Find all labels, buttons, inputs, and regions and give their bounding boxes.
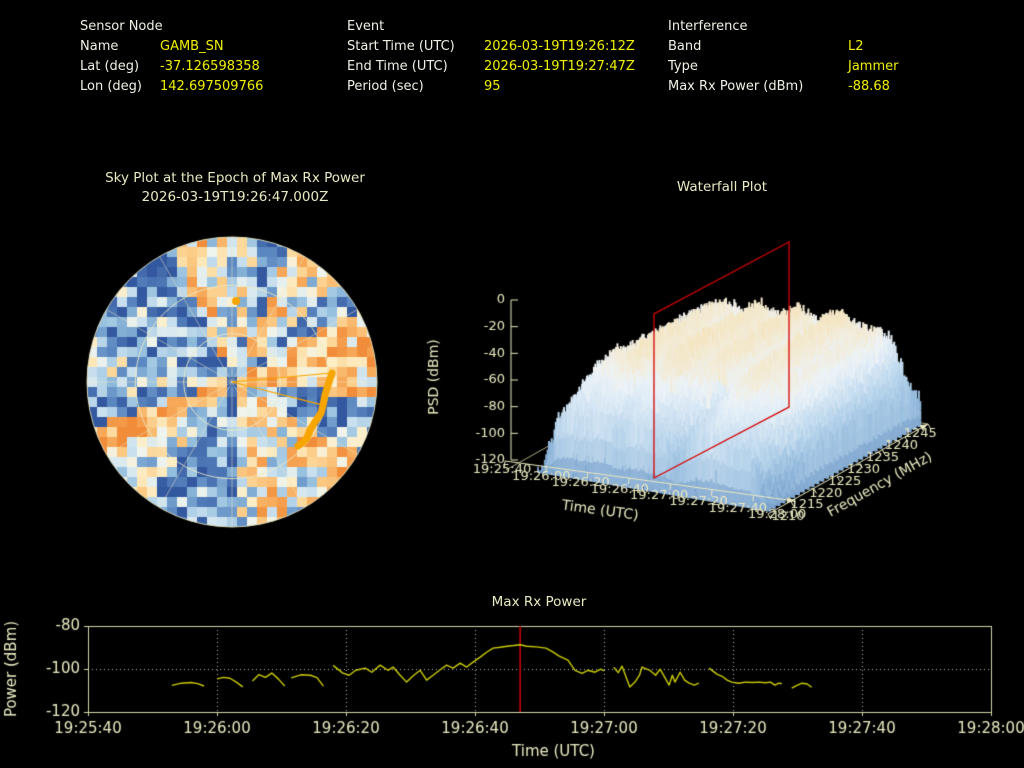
power-timeline-canvas <box>0 585 1024 768</box>
sky-plot-canvas <box>70 220 400 550</box>
interference-maxrx-value: -88.68 <box>848 79 890 94</box>
sensor-lon-label: Lon (deg) <box>80 79 142 94</box>
sensor-lat-value: -37.126598358 <box>160 59 260 74</box>
event-period-value: 95 <box>484 79 501 94</box>
sensor-lat-label: Lat (deg) <box>80 59 140 74</box>
event-start-value: 2026-03-19T19:26:12Z <box>484 39 635 54</box>
event-period-label: Period (sec) <box>347 79 424 94</box>
event-end-label: End Time (UTC) <box>347 59 448 74</box>
interference-type-value: Jammer <box>848 59 899 74</box>
sensor-node-title: Sensor Node <box>80 19 163 34</box>
sensor-name-row: Name GAMB_SN <box>80 37 224 57</box>
event-title: Event <box>347 19 385 34</box>
interference-section: Interference Band L2 Type Jammer Max Rx … <box>668 17 898 97</box>
event-period-row: Period (sec) 95 <box>347 77 501 97</box>
waterfall-canvas <box>415 225 1024 555</box>
sensor-lon-row: Lon (deg) 142.697509766 <box>80 77 263 97</box>
waterfall-title: Waterfall Plot <box>676 179 768 195</box>
event-start-label: Start Time (UTC) <box>347 39 455 54</box>
interference-title: Interference <box>668 19 748 34</box>
sensor-lon-value: 142.697509766 <box>160 79 264 94</box>
sky-plot-title: Sky Plot at the Epoch of Max Rx Power 20… <box>45 169 425 207</box>
event-end-value: 2026-03-19T19:27:47Z <box>484 59 635 74</box>
sensor-name-label: Name <box>80 39 119 54</box>
sky-plot-epoch-line: 2026-03-19T19:26:47.000Z <box>141 189 329 205</box>
sensor-node-section: Sensor Node Name GAMB_SN Lat (deg) -37.1… <box>80 17 263 97</box>
sensor-name-value: GAMB_SN <box>160 39 224 54</box>
interference-maxrx-row: Max Rx Power (dBm) -88.68 <box>668 77 890 97</box>
sky-plot-title-line1: Sky Plot at the Epoch of Max Rx Power <box>105 170 365 186</box>
interference-type-label: Type <box>668 59 698 74</box>
interference-band-label: Band <box>668 39 702 54</box>
interference-band-row: Band L2 <box>668 37 864 57</box>
event-start-row: Start Time (UTC) 2026-03-19T19:26:12Z <box>347 37 635 57</box>
sensor-lat-row: Lat (deg) -37.126598358 <box>80 57 260 77</box>
interference-band-value: L2 <box>848 39 864 54</box>
event-end-row: End Time (UTC) 2026-03-19T19:27:47Z <box>347 57 635 77</box>
interference-maxrx-label: Max Rx Power (dBm) <box>668 79 804 94</box>
event-section: Event Start Time (UTC) 2026-03-19T19:26:… <box>347 17 635 97</box>
interference-type-row: Type Jammer <box>668 57 898 77</box>
